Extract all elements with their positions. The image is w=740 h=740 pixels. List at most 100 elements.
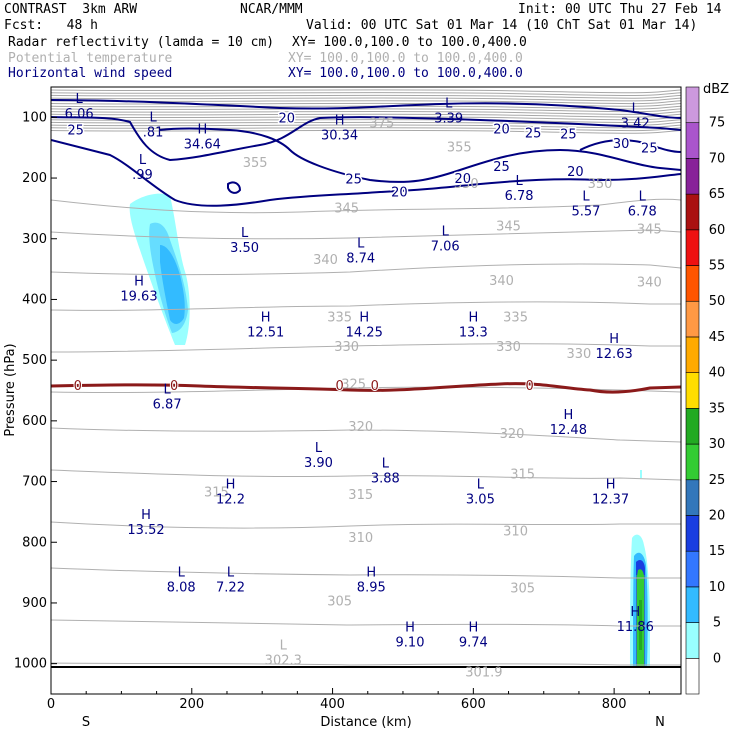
wind-label: 25 <box>493 160 510 175</box>
model-title: CONTRAST 3km ARW <box>4 2 138 17</box>
colorbar-level-label: 55 <box>709 259 726 274</box>
theta-label: 335 <box>503 311 528 326</box>
extremum-value: 3.39 <box>434 111 463 126</box>
theta-label: 375 <box>369 116 394 131</box>
extremum-kind: L <box>241 226 249 241</box>
colorbar-swatch <box>685 515 700 552</box>
y-tick-label: 600 <box>22 414 47 429</box>
reflectivity-cell-lower-35dbz <box>639 600 642 650</box>
colorbar-swatch <box>685 479 700 516</box>
wind-contours <box>51 99 681 207</box>
x-axis: 0 200 400 600 800 <box>47 688 650 712</box>
colorbar-swatch <box>685 265 700 302</box>
extremum-kind: H <box>468 311 478 326</box>
organization: NCAR/MMM <box>240 2 303 17</box>
field-wind-name: Horizontal wind speed <box>8 66 173 81</box>
north-end-label: N <box>655 715 665 730</box>
init-time: Init: 00 UTC Thu 27 Feb 14 <box>518 2 722 17</box>
theta-label: 330 <box>567 347 592 362</box>
extremum-value: 30.34 <box>321 128 358 143</box>
colorbar-swatch <box>685 657 700 695</box>
x-tick-label: 200 <box>179 697 204 712</box>
field-wind-xy: XY= 100.0,100.0 to 100.0,400.0 <box>288 66 523 81</box>
extremum-kind: L <box>76 92 84 107</box>
extremum-value: 14.25 <box>346 326 383 341</box>
extremum-value: .81 <box>143 125 164 140</box>
y-tick-label: 400 <box>22 292 47 307</box>
colorbar-level-label: 35 <box>709 401 726 416</box>
field-theta-name: Potential temperature <box>8 51 173 66</box>
extremum-kind: H <box>226 478 236 493</box>
extremum-kind: H <box>609 332 619 347</box>
extremum-kind: L <box>149 110 157 125</box>
wind-label: 25 <box>560 128 577 143</box>
extremum-value: 8.95 <box>357 581 386 596</box>
extremum-kind: L <box>582 189 590 204</box>
theta-contour-labels: 375 355 355 350 350 345 345 345 340 340 340 335 335 3… <box>204 116 662 609</box>
extremum-value: 7.06 <box>431 240 460 255</box>
extremum-value: 301.9 <box>465 666 502 681</box>
colorbar-level-label: 15 <box>709 544 726 559</box>
y-tick-label: 1000 <box>14 657 47 672</box>
extremum-kind: L <box>164 382 172 397</box>
forecast-hour: Fcst: 48 h <box>4 18 98 33</box>
upper-theta-band <box>51 116 681 121</box>
reflectivity-speck <box>640 470 642 478</box>
colorbar-level-label: 25 <box>709 473 726 488</box>
upper-theta-band <box>51 94 681 99</box>
extremum-kind: L <box>639 189 647 204</box>
freezing-level-line <box>51 382 681 394</box>
theta-label: 340 <box>313 253 338 268</box>
extremum-value: 13.52 <box>127 523 164 538</box>
extremum-kind: L <box>178 566 186 581</box>
extremum-value: 6.06 <box>65 107 94 122</box>
theta-label: 310 <box>503 524 528 539</box>
y-axis-label: Pressure (hPa) <box>3 343 18 436</box>
extrema-labels: L6.06 L.81 H34.64L.99H30.34L3.39L3.42L6.78… <box>65 92 657 680</box>
theta-label: 320 <box>348 420 373 435</box>
theta-label: 315 <box>510 467 535 482</box>
theta-label: 345 <box>496 220 521 235</box>
theta-contours <box>51 198 681 666</box>
theta-label: 305 <box>510 581 535 596</box>
colorbar-level-label: 45 <box>709 330 726 345</box>
x-tick-label: 400 <box>320 697 345 712</box>
extremum-value: 3.90 <box>304 456 333 471</box>
colorbar-level-label: 70 <box>709 151 726 166</box>
extremum-value: 13.3 <box>459 326 488 341</box>
extremum-kind: H <box>366 566 376 581</box>
colorbar-swatch <box>685 300 700 338</box>
theta-label: 345 <box>637 223 662 238</box>
colorbar-level-label: 50 <box>709 294 726 309</box>
extremum-value: 11.86 <box>617 620 654 635</box>
extremum-value: 8.08 <box>167 581 196 596</box>
extremum-value: 12.48 <box>550 423 587 438</box>
freezing-level-label: 0 <box>526 379 534 394</box>
upper-theta-band <box>51 105 681 110</box>
colorbar-level-label: 75 <box>709 116 726 131</box>
wind-label: 30 <box>613 137 630 152</box>
y-tick-label: 900 <box>22 596 47 611</box>
extremum-value: 9.74 <box>459 635 488 650</box>
upper-theta-band <box>51 89 681 94</box>
extremum-kind: H <box>606 478 616 493</box>
y-tick-label: 700 <box>22 475 47 490</box>
extremum-kind: H <box>468 620 478 635</box>
extremum-kind: L <box>227 566 235 581</box>
upper-theta-band <box>51 108 681 113</box>
extremum-kind: H <box>359 311 369 326</box>
colorbar-swatch <box>685 193 700 231</box>
extremum-value: 34.64 <box>184 138 221 153</box>
south-end-label: S <box>82 715 90 730</box>
extremum-kind: L <box>477 478 485 493</box>
extremum-value: 9.10 <box>396 635 425 650</box>
colorbar-swatch <box>685 586 700 623</box>
valid-time: Valid: 00 UTC Sat 01 Mar 14 (10 ChT Sat … <box>306 18 698 33</box>
extremum-value: 6.78 <box>628 204 657 219</box>
theta-label: 340 <box>637 275 662 290</box>
colorbar-swatch <box>685 336 700 373</box>
y-tick-label: 500 <box>22 353 47 368</box>
upper-theta-band <box>51 113 681 118</box>
extremum-kind: L <box>315 441 323 456</box>
